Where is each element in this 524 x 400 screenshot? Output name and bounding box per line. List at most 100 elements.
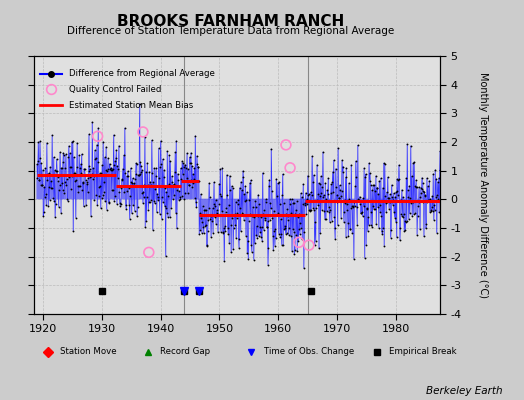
Point	[251, 198, 259, 204]
Point	[381, 193, 389, 200]
Point	[42, 140, 51, 147]
Point	[356, 201, 364, 207]
Point	[91, 156, 100, 162]
Point	[72, 164, 81, 170]
Point	[187, 150, 195, 156]
Point	[154, 197, 162, 204]
Point	[315, 245, 323, 252]
Point	[221, 223, 229, 230]
Text: Berkeley Earth: Berkeley Earth	[427, 386, 503, 396]
Point	[214, 228, 222, 235]
Point	[52, 168, 60, 174]
Point	[79, 180, 88, 186]
Point	[164, 214, 172, 220]
Point	[210, 179, 219, 185]
Point	[266, 217, 274, 224]
Point	[348, 230, 356, 236]
Point	[122, 202, 130, 208]
Point	[240, 217, 248, 224]
Point	[179, 160, 188, 166]
Point	[313, 162, 321, 168]
Point	[236, 228, 245, 234]
Point	[412, 177, 420, 183]
Point	[337, 214, 345, 221]
Point	[370, 182, 379, 189]
Point	[81, 177, 90, 183]
Point	[96, 205, 105, 212]
Point	[178, 158, 187, 164]
Point	[291, 211, 300, 217]
Point	[117, 201, 125, 207]
Point	[350, 199, 358, 205]
Point	[182, 175, 191, 181]
Point	[107, 186, 116, 193]
Point	[104, 155, 112, 161]
Point	[105, 200, 113, 206]
Point	[134, 172, 142, 178]
Point	[436, 148, 444, 154]
Point	[346, 225, 354, 232]
Point	[137, 169, 146, 176]
Point	[280, 226, 288, 232]
Point	[104, 198, 113, 205]
Point	[358, 209, 366, 216]
Point	[177, 176, 185, 182]
Point	[343, 207, 352, 213]
Point	[383, 198, 391, 205]
Point	[114, 166, 123, 172]
Point	[47, 178, 56, 184]
Point	[354, 196, 363, 203]
Point	[280, 222, 289, 229]
Point	[121, 125, 129, 131]
Point	[208, 212, 216, 219]
Point	[69, 138, 77, 144]
Point	[156, 138, 165, 144]
Point	[260, 207, 268, 214]
Point	[345, 196, 354, 202]
Point	[256, 214, 265, 221]
Point	[279, 171, 287, 177]
Point	[379, 160, 388, 166]
Point	[417, 189, 425, 196]
Point	[345, 180, 353, 186]
Point	[288, 200, 297, 207]
Point	[386, 234, 395, 241]
Point	[93, 133, 102, 140]
Point	[57, 165, 66, 171]
Point	[36, 155, 45, 162]
Point	[418, 180, 427, 186]
Point	[41, 191, 50, 198]
Point	[158, 194, 166, 200]
Point	[268, 188, 276, 194]
Point	[222, 209, 230, 215]
Point	[74, 182, 83, 189]
Point	[378, 228, 386, 234]
Point	[320, 208, 329, 214]
Point	[74, 189, 82, 196]
Point	[48, 132, 57, 138]
Point	[34, 158, 42, 164]
Point	[253, 235, 261, 241]
Point	[350, 256, 358, 262]
Point	[40, 209, 48, 215]
Point	[48, 185, 56, 191]
Point	[189, 170, 197, 177]
Point	[401, 227, 410, 233]
Point	[50, 167, 59, 174]
Point	[115, 188, 124, 195]
Point	[201, 207, 209, 213]
Point	[140, 182, 149, 188]
Point	[126, 216, 134, 222]
Point	[229, 246, 237, 252]
Point	[107, 164, 115, 171]
Point	[76, 183, 84, 190]
Point	[252, 232, 260, 238]
Point	[289, 200, 298, 206]
Point	[58, 180, 66, 186]
Point	[139, 188, 148, 195]
Point	[250, 240, 259, 246]
Text: Estimated Station Mean Bias: Estimated Station Mean Bias	[69, 100, 193, 110]
Point	[305, 206, 313, 213]
Point	[366, 182, 375, 188]
Point	[119, 152, 128, 158]
